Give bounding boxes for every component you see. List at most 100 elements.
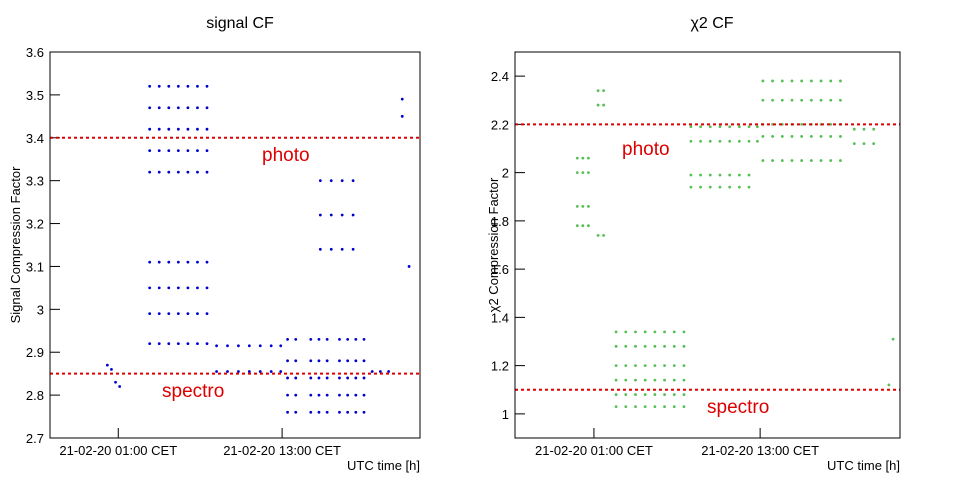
point	[586, 171, 590, 175]
plot-frame	[49, 51, 421, 439]
point	[317, 393, 321, 397]
point	[318, 213, 322, 217]
point	[581, 224, 585, 228]
point	[167, 286, 171, 290]
point	[351, 247, 355, 251]
point	[653, 378, 657, 382]
point	[862, 142, 866, 146]
point	[800, 98, 804, 102]
point	[672, 330, 676, 334]
point	[186, 106, 190, 110]
point	[186, 260, 190, 264]
y-axis-label: Signal Compression Factor	[8, 166, 23, 323]
y-tick-label: 1.6	[491, 262, 509, 277]
point	[196, 312, 199, 316]
annotation: photo	[622, 139, 670, 160]
point	[708, 173, 712, 177]
point	[286, 393, 289, 397]
y-tick-label: 1.4	[491, 310, 509, 325]
point	[634, 405, 637, 409]
point	[226, 344, 229, 348]
point	[205, 342, 209, 346]
point	[157, 84, 161, 88]
point	[226, 370, 229, 373]
point	[643, 344, 647, 348]
point	[215, 344, 218, 348]
point	[379, 370, 382, 373]
point	[771, 79, 774, 83]
point	[354, 359, 358, 363]
point	[205, 312, 209, 316]
point	[148, 312, 152, 316]
point	[338, 393, 341, 397]
point	[205, 170, 209, 174]
point	[148, 260, 152, 264]
point	[346, 337, 350, 341]
point	[279, 370, 283, 373]
point	[186, 149, 190, 153]
point	[581, 171, 585, 175]
point	[780, 135, 784, 138]
point	[340, 213, 344, 217]
point	[728, 185, 732, 189]
point	[167, 84, 171, 88]
x-tick-label: 21-02-20 13:00 CET	[701, 443, 819, 458]
point	[672, 405, 676, 409]
point	[205, 149, 209, 153]
point	[186, 84, 190, 88]
point	[286, 337, 289, 341]
point	[891, 337, 895, 341]
point	[286, 410, 289, 414]
point	[294, 359, 298, 363]
point	[354, 393, 358, 397]
point	[176, 149, 180, 153]
point	[596, 233, 600, 237]
point	[581, 205, 585, 208]
point	[790, 135, 794, 138]
point	[708, 125, 712, 129]
point	[602, 103, 606, 107]
point	[346, 393, 350, 397]
point	[362, 359, 366, 363]
point	[157, 170, 161, 174]
point	[672, 364, 676, 368]
y-tick-label: 3.5	[26, 88, 44, 103]
point	[105, 363, 109, 367]
point	[340, 179, 344, 183]
point	[354, 410, 358, 414]
point	[338, 376, 341, 380]
point	[575, 171, 579, 175]
point	[196, 127, 199, 131]
point	[309, 359, 313, 363]
point	[196, 170, 199, 174]
point	[586, 224, 590, 228]
point	[800, 159, 804, 162]
point	[407, 265, 411, 268]
point	[737, 125, 741, 129]
point	[689, 173, 693, 177]
point	[176, 106, 180, 110]
y-tick-label: 1.2	[491, 359, 509, 374]
point	[317, 376, 321, 380]
point	[790, 79, 794, 83]
point	[148, 106, 152, 110]
point	[317, 337, 321, 341]
point	[258, 370, 262, 373]
point	[157, 106, 161, 110]
point	[653, 364, 657, 368]
y-tick-label: 2.4	[491, 69, 509, 84]
panel: χ2 CF χ2 Compression Factor UTC time [h] 1 1…	[486, 15, 901, 473]
point	[157, 286, 161, 290]
point	[663, 364, 666, 368]
y-tick-label: 2.2	[491, 117, 509, 132]
point	[819, 79, 823, 83]
point	[852, 142, 856, 146]
annotation: spectro	[707, 397, 769, 418]
point	[205, 127, 209, 131]
point	[800, 79, 804, 83]
point	[157, 342, 161, 346]
point	[737, 173, 741, 177]
point	[887, 383, 891, 387]
point	[586, 156, 590, 160]
point	[329, 213, 333, 217]
